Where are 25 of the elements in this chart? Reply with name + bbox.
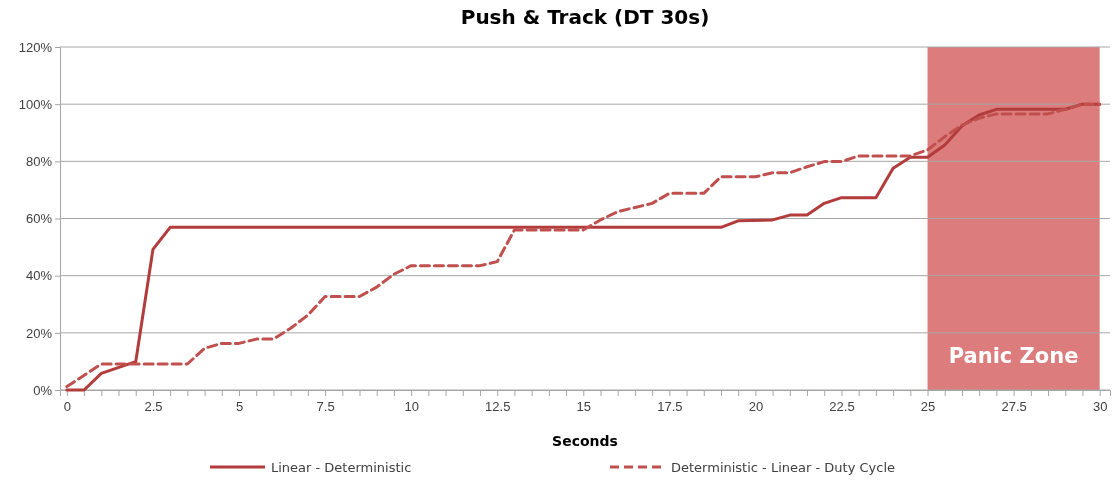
- x-tick-label: 17.5: [657, 398, 683, 414]
- legend-label: Linear - Deterministic: [271, 460, 412, 475]
- x-tick-label: 10: [404, 398, 419, 414]
- y-tick-label: 20%: [25, 325, 53, 341]
- legend-label: Deterministic - Linear - Duty Cycle: [671, 460, 895, 475]
- x-tick-label: 20: [748, 398, 764, 414]
- x-tick-label: 15: [576, 398, 592, 414]
- x-axis-title: Seconds: [552, 433, 618, 449]
- x-tick-label: 0: [63, 398, 71, 414]
- x-tick-label: 5: [235, 398, 244, 414]
- y-tick-label: 40%: [25, 268, 53, 284]
- chart-title: Push & Track (DT 30s): [460, 5, 710, 29]
- x-tick-label: 30: [1092, 398, 1108, 414]
- x-tick-label: 2.5: [144, 398, 163, 414]
- x-tick-label: 25: [920, 398, 936, 414]
- x-tick-label: 12.5: [485, 398, 511, 414]
- band-label: Panic Zone: [948, 344, 1079, 368]
- x-tick-label: 7.5: [316, 398, 335, 414]
- x-tick-label: 27.5: [1001, 398, 1027, 414]
- y-tick-label: 120%: [18, 39, 53, 55]
- y-tick-label: 0%: [33, 382, 53, 398]
- y-tick-label: 80%: [25, 153, 53, 169]
- x-tick-label: 22.5: [829, 398, 855, 414]
- y-tick-label: 60%: [25, 211, 53, 227]
- y-tick-label: 100%: [18, 96, 53, 112]
